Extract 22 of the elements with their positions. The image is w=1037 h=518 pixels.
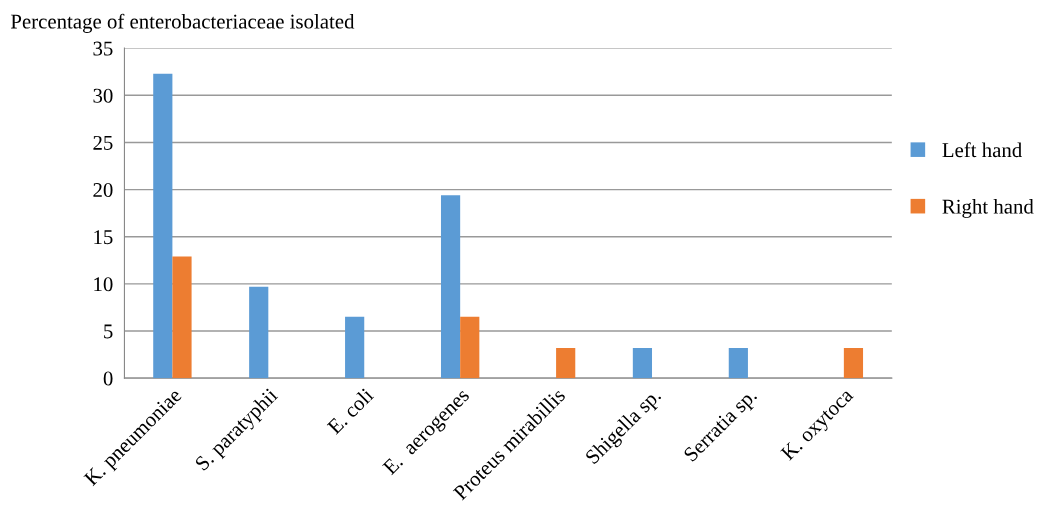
x-tick-label: E. coli (326, 386, 375, 435)
bar (440, 195, 461, 379)
bar (843, 347, 864, 379)
legend-label: Right hand (942, 199, 1034, 218)
bar (728, 347, 748, 379)
bar (172, 256, 192, 379)
bar (632, 347, 653, 379)
y-tick-label: 0 (103, 371, 113, 386)
bar (345, 316, 365, 379)
bar (249, 286, 269, 379)
chart-title: Percentage of enterobacteriaceae isolated (10, 13, 355, 33)
y-tick-label: 15 (94, 230, 113, 245)
y-tick-label: 25 (93, 135, 113, 150)
bar (460, 316, 480, 379)
y-tick-label: 20 (93, 182, 113, 198)
bar (153, 73, 173, 379)
y-tick-label: 35 (93, 41, 113, 56)
legend-label: Left hand (942, 142, 1022, 158)
y-tick-label: 5 (104, 324, 113, 339)
y-tick-label: 10 (94, 277, 113, 292)
y-tick-label: 30 (93, 88, 113, 103)
bar (556, 347, 576, 379)
